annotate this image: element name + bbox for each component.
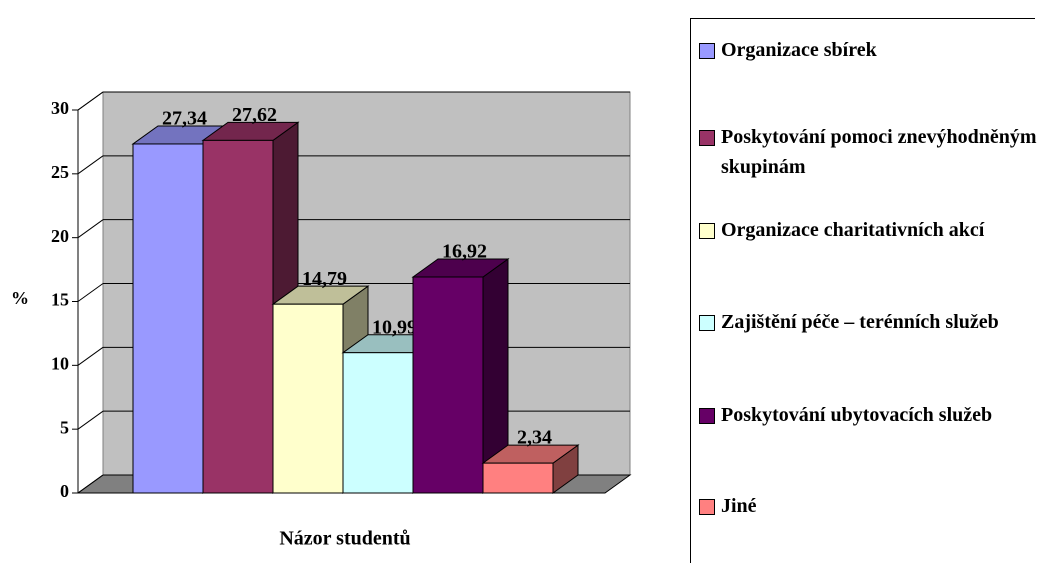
legend-swatch [699, 43, 715, 59]
legend-label: Jiné [721, 495, 757, 517]
legend-item: Organizace sbírek [699, 35, 1037, 65]
legend-item: Organizace charitativních akcí [699, 215, 1037, 245]
grid-line-side [77, 474, 104, 494]
data-label: 2,34 [517, 427, 552, 449]
bar [272, 303, 344, 494]
bar [342, 352, 414, 494]
legend-item: Poskytování ubytovacích služeb [699, 400, 1037, 430]
legend: Organizace sbírek Poskytování pomoci znev… [690, 18, 1037, 563]
y-axis-label: % [11, 288, 29, 308]
legend-item: Jiné [699, 491, 1037, 521]
y-tick-label: 0 [60, 481, 69, 501]
legend-swatch [699, 130, 715, 146]
legend-label: Poskytování ubytovacích služeb [721, 404, 993, 426]
y-tick-label: 15 [51, 290, 69, 310]
y-tick-label: 30 [51, 98, 69, 118]
grid-line-side [77, 283, 104, 302]
category-label: Názor studentů [279, 528, 410, 550]
legend-item: Zajištění péče – terénních služeb [699, 307, 1037, 337]
legend-label: Zajištění péče – terénních služeb [721, 311, 999, 333]
bar [482, 462, 554, 494]
legend-swatch [699, 315, 715, 331]
grid-line-side [77, 410, 104, 430]
bar [412, 276, 484, 494]
legend-swatch [699, 499, 715, 515]
legend-item: Poskytování pomoci znevýhodněným skupiná… [699, 122, 1037, 182]
legend-swatch [699, 408, 715, 424]
bar [132, 143, 204, 494]
y-tick-label: 25 [51, 162, 69, 182]
bar [202, 139, 274, 494]
grid-line-side [77, 219, 104, 239]
legend-label: Organizace charitativních akcí [721, 219, 985, 241]
legend-label: Poskytování pomoci znevýhodněným skupiná… [721, 126, 1037, 178]
grid-line-side [77, 155, 104, 175]
data-label: 14,79 [302, 268, 347, 290]
data-label: 27,34 [162, 108, 207, 130]
data-label: 27,62 [232, 104, 277, 126]
y-tick-label: 20 [51, 226, 69, 246]
y-tick-label: 10 [51, 353, 69, 373]
grid-line-side [77, 346, 104, 366]
y-axis-top [77, 91, 104, 111]
data-label: 16,92 [442, 241, 487, 263]
data-label: 10,99 [372, 316, 417, 338]
y-tick-label: 5 [60, 417, 69, 437]
legend-label: Organizace sbírek [721, 39, 877, 61]
legend-swatch [699, 223, 715, 239]
chart: % Názor studentů 0 5 10 15 20 25 30 27,34 27,62 1… [11, 91, 632, 550]
